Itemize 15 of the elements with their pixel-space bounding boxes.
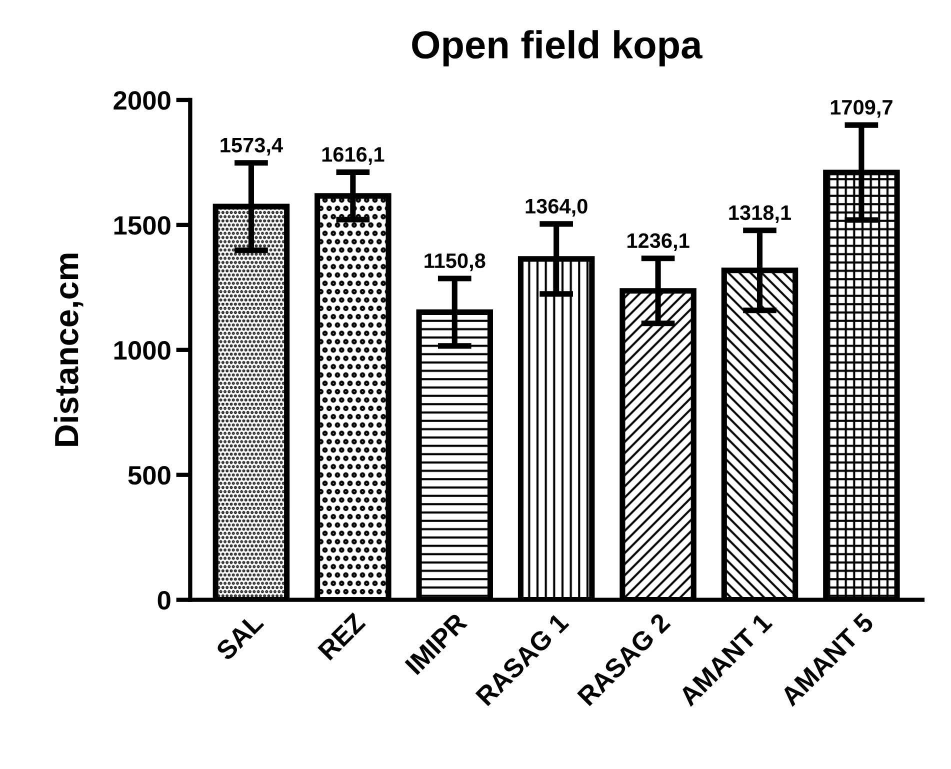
data-label: 1236,1 [627, 233, 690, 252]
chart-title: Open field kopa [412, 30, 702, 66]
data-label: 1318,1 [729, 205, 792, 224]
y-tick-label: 1000 [114, 341, 170, 360]
y-tick-label: 1500 [114, 216, 170, 235]
x-tick-label: SAL [214, 612, 264, 662]
y-tick-label: 0 [158, 590, 170, 610]
data-label: 1364,0 [526, 198, 588, 217]
y-tick-label: 500 [128, 466, 170, 485]
y-axis-title: Distance,cm [54, 254, 84, 446]
data-label: 1150,8 [424, 253, 486, 272]
y-tick-label: 2000 [114, 91, 170, 110]
data-label: 1616,1 [322, 147, 384, 165]
data-label: 1709,7 [830, 100, 892, 118]
data-label: 1573,4 [220, 138, 283, 156]
